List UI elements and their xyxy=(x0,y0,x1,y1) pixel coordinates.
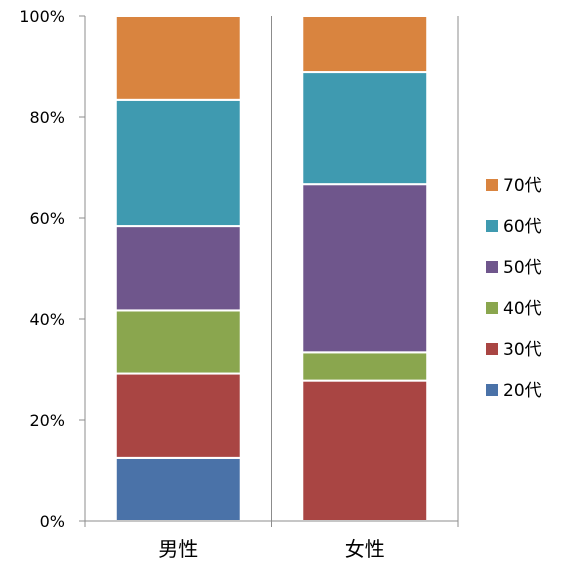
legend-swatch-30代 xyxy=(486,343,498,355)
legend: 70代 60代 50代 40代 30代 20代 xyxy=(486,176,542,401)
axes: 男性 女性 0% 20% 40% 60% 80% 100% xyxy=(19,7,459,561)
bar-segment-40代 xyxy=(301,351,429,382)
legend-label: 70代 xyxy=(503,176,542,196)
bar-segment-30代 xyxy=(301,379,429,522)
y-tick-label: 40% xyxy=(29,310,65,329)
bar-segment-70代 xyxy=(114,15,242,101)
bar-segment-70代 xyxy=(301,15,429,74)
legend-swatch-20代 xyxy=(486,384,498,396)
legend-swatch-50代 xyxy=(486,261,498,273)
y-tick-label: 100% xyxy=(19,7,65,26)
legend-label: 50代 xyxy=(503,258,542,278)
legend-swatch-60代 xyxy=(486,220,498,232)
y-tick-label: 80% xyxy=(29,108,65,127)
x-tick-label: 男性 xyxy=(158,537,198,561)
bar-segment-50代 xyxy=(301,183,429,354)
legend-label: 30代 xyxy=(503,340,542,360)
y-tick-label: 20% xyxy=(29,411,65,430)
bar-segment-60代 xyxy=(114,98,242,228)
bar-segment-20代 xyxy=(114,456,242,522)
bar-segment-40代 xyxy=(114,309,242,375)
y-tick-label: 0% xyxy=(40,512,65,531)
bar-segment-30代 xyxy=(114,372,242,459)
x-tick-label: 女性 xyxy=(345,537,385,561)
legend-swatch-40代 xyxy=(486,302,498,314)
legend-label: 20代 xyxy=(503,381,542,401)
bar-segment-60代 xyxy=(301,71,429,186)
legend-swatch-70代 xyxy=(486,179,498,191)
bar-segment-50代 xyxy=(114,225,242,312)
y-tick-label: 60% xyxy=(29,209,65,228)
bars xyxy=(114,15,429,522)
legend-label: 60代 xyxy=(503,217,542,237)
legend-label: 40代 xyxy=(503,299,542,319)
